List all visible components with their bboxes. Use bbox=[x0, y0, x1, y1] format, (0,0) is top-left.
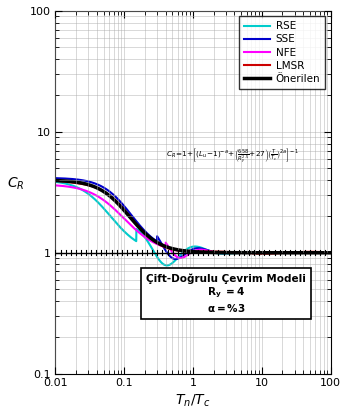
NFE bbox=[187, 251, 191, 256]
SSE bbox=[68, 176, 72, 181]
RSE bbox=[187, 245, 191, 250]
NFE bbox=[68, 184, 72, 189]
NFE bbox=[180, 255, 184, 260]
RSE bbox=[321, 250, 325, 255]
SSE bbox=[321, 250, 325, 255]
SSE bbox=[174, 257, 178, 262]
NFE bbox=[321, 250, 325, 255]
RSE bbox=[321, 250, 325, 255]
RSE bbox=[329, 250, 333, 255]
LMSR bbox=[68, 180, 72, 185]
SSE bbox=[321, 250, 325, 255]
SSE bbox=[187, 248, 191, 253]
Y-axis label: $C_R$: $C_R$ bbox=[7, 176, 24, 192]
X-axis label: $T_n / T_c$: $T_n / T_c$ bbox=[175, 393, 211, 409]
Önerilen bbox=[180, 248, 184, 253]
Line: SSE: SSE bbox=[55, 178, 331, 259]
Önerilen bbox=[321, 250, 325, 255]
LMSR bbox=[321, 250, 325, 255]
Line: LMSR: LMSR bbox=[55, 181, 331, 254]
LMSR bbox=[53, 178, 57, 183]
NFE bbox=[53, 183, 57, 188]
Önerilen bbox=[321, 250, 325, 255]
RSE bbox=[68, 182, 72, 187]
LMSR bbox=[261, 251, 266, 256]
LMSR bbox=[180, 249, 184, 254]
LMSR bbox=[321, 250, 325, 255]
Önerilen bbox=[68, 179, 72, 184]
RSE bbox=[165, 263, 169, 268]
Önerilen bbox=[329, 250, 333, 255]
NFE bbox=[270, 250, 274, 255]
Line: Önerilen: Önerilen bbox=[55, 181, 331, 253]
Önerilen bbox=[270, 250, 274, 255]
Önerilen bbox=[187, 249, 191, 254]
RSE bbox=[180, 250, 184, 255]
Text: $C_R\!=\!1\!+\!\left[(L_u\!-\!1)^{-a}\!+\!\left(\frac{658}{R_y^{2.5}}\!+\!27\rig: $C_R\!=\!1\!+\!\left[(L_u\!-\!1)^{-a}\!+… bbox=[166, 146, 299, 166]
Line: RSE: RSE bbox=[55, 182, 331, 265]
RSE bbox=[53, 179, 57, 184]
SSE bbox=[180, 254, 184, 259]
NFE bbox=[179, 255, 183, 260]
SSE bbox=[270, 250, 274, 255]
Önerilen bbox=[53, 178, 57, 183]
SSE bbox=[329, 250, 333, 255]
Text: Çift-Doğrulu Çevrim Modeli
$\mathbf{R_y}$ $\mathbf{= 4}$
$\mathbf{\alpha = \%3}$: Çift-Doğrulu Çevrim Modeli $\mathbf{R_y}… bbox=[146, 273, 306, 314]
NFE bbox=[321, 250, 325, 255]
LMSR bbox=[270, 251, 274, 256]
Line: NFE: NFE bbox=[55, 186, 331, 258]
RSE bbox=[270, 250, 274, 255]
LMSR bbox=[329, 250, 333, 255]
Legend: RSE, SSE, NFE, LMSR, Önerilen: RSE, SSE, NFE, LMSR, Önerilen bbox=[239, 16, 325, 89]
NFE bbox=[329, 250, 333, 255]
LMSR bbox=[187, 249, 191, 254]
SSE bbox=[53, 176, 57, 181]
